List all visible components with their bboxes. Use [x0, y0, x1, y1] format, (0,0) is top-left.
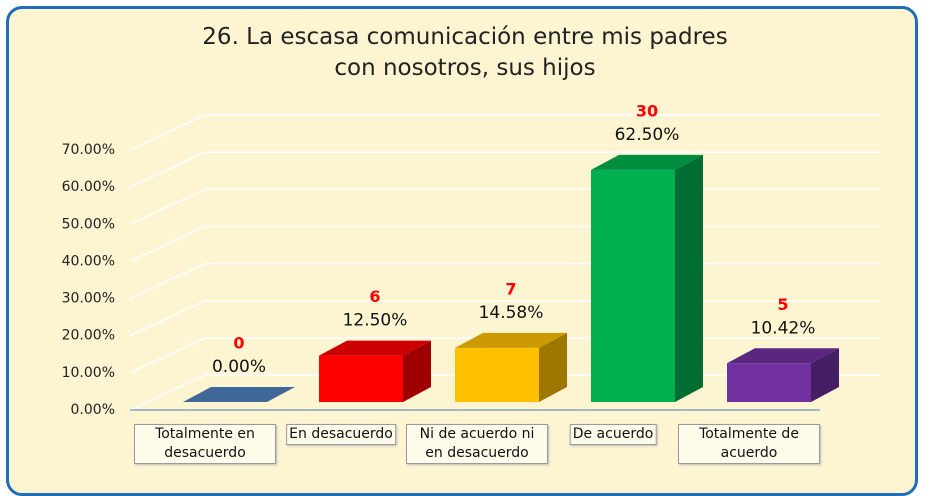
bar-side [539, 332, 567, 402]
bar-front [455, 347, 539, 402]
grid-line [129, 188, 880, 225]
bar [183, 387, 295, 402]
x-tick-label: Ni de acuerdo ni en desacuerdo [406, 424, 548, 464]
bar [319, 340, 431, 402]
grid-line [129, 225, 880, 263]
count-label: 6 [369, 287, 380, 306]
count-label: 0 [233, 334, 244, 353]
y-tick-label: 10.00% [62, 365, 115, 381]
bar [455, 332, 567, 402]
bar-front [727, 363, 811, 402]
bar [591, 154, 703, 402]
y-tick-label: 70.00% [62, 142, 115, 158]
value-label: 10.42% [751, 318, 816, 338]
grid-line [129, 114, 880, 151]
count-label: 5 [777, 295, 788, 314]
x-tick-label: De acuerdo [569, 424, 657, 445]
x-tick-label: En desacuerdo [286, 424, 396, 445]
value-label: 0.00% [212, 357, 266, 377]
value-label: 14.58% [479, 303, 544, 323]
y-tick-label: 0.00% [71, 402, 115, 418]
value-label: 62.50% [615, 125, 680, 145]
y-tick-label: 30.00% [62, 291, 115, 307]
bar [727, 348, 839, 402]
chart-title: 26. La escasa comunicación entre mis pad… [202, 24, 728, 81]
bar-top [183, 387, 295, 402]
y-tick-label: 20.00% [62, 328, 115, 344]
bar-front [591, 169, 675, 402]
bar-top [591, 154, 703, 170]
bar-side [811, 348, 839, 402]
value-label: 12.50% [343, 311, 408, 331]
bar-side [675, 154, 703, 402]
bar-top [319, 340, 431, 356]
grid-line [129, 151, 880, 188]
y-tick-label: 50.00% [62, 216, 115, 232]
y-tick-label: 40.00% [62, 253, 115, 269]
bar-top [727, 348, 839, 364]
count-label: 30 [636, 101, 658, 120]
y-tick-label: 60.00% [62, 179, 115, 195]
bar-top [455, 332, 567, 348]
bar-front [319, 355, 403, 402]
x-tick-label: Totalmente en desacuerdo [134, 424, 276, 464]
count-label: 7 [505, 279, 516, 298]
chart-panel [6, 6, 918, 496]
bar-side [403, 340, 431, 402]
x-tick-label: Totalmente de acuerdo [678, 424, 820, 464]
